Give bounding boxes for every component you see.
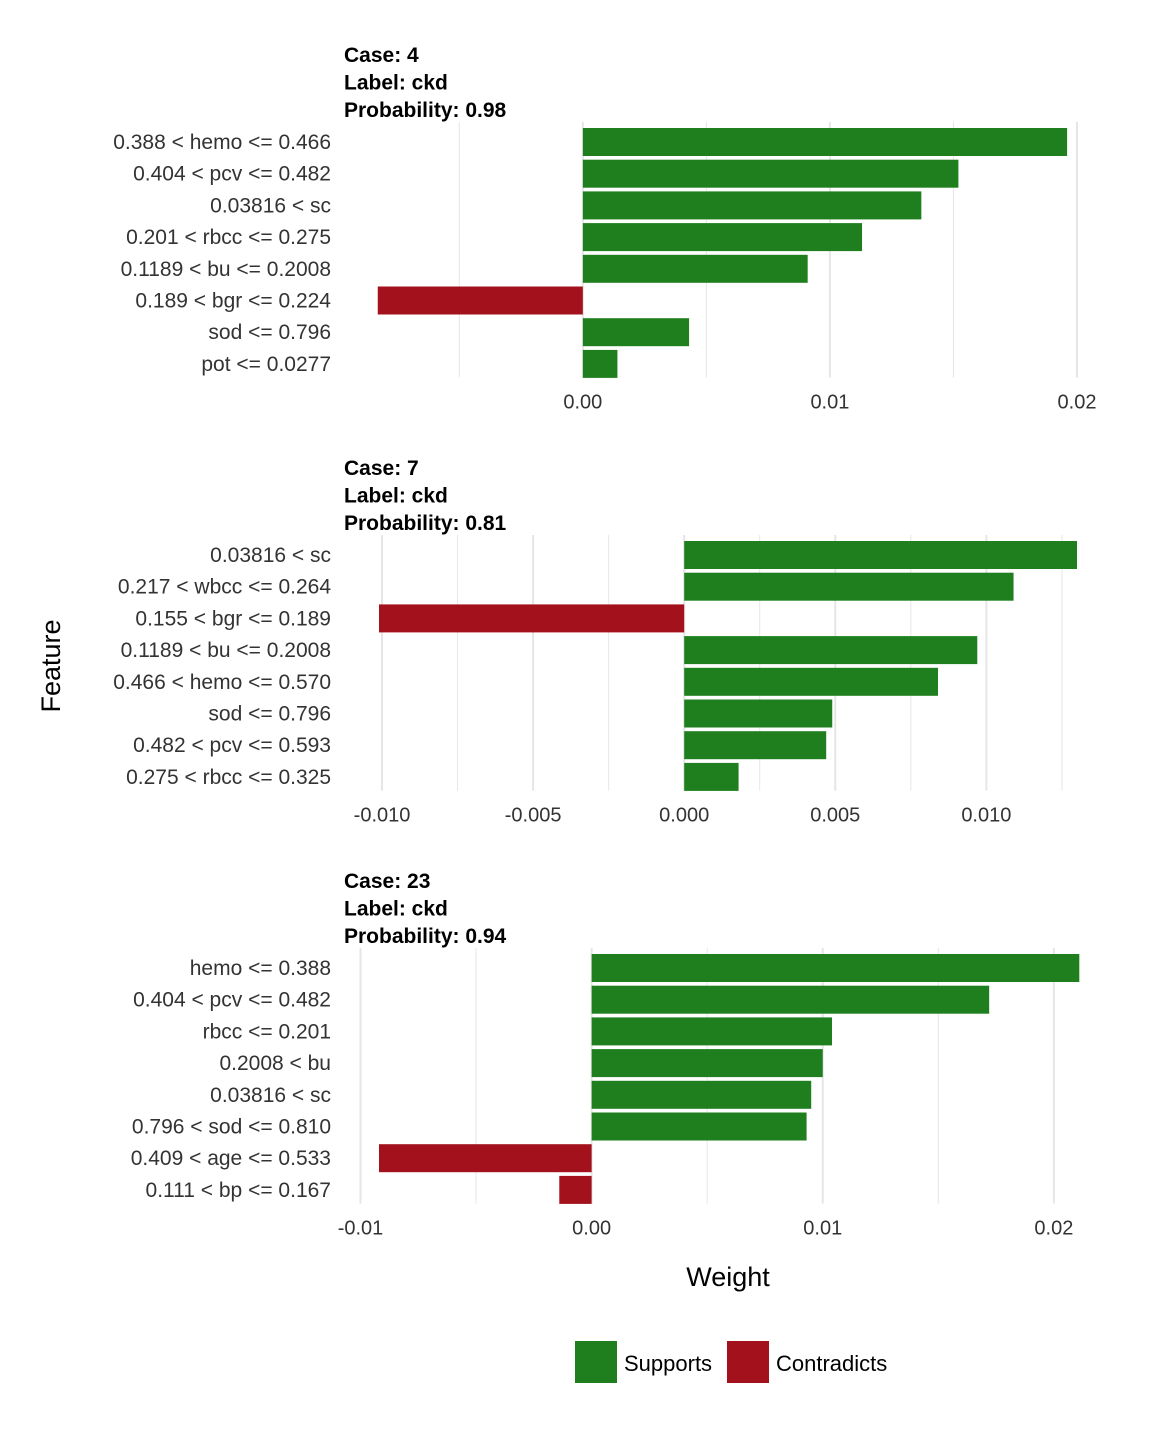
- bar: [559, 1175, 592, 1204]
- feature-label: sod <= 0.796: [208, 321, 331, 344]
- feature-label: 0.189 < bgr <= 0.224: [135, 290, 331, 313]
- bar: [591, 1080, 812, 1109]
- panel-title-line: Case: 23: [344, 870, 430, 893]
- bar: [591, 1049, 823, 1078]
- legend-swatch-supports: [575, 1341, 617, 1383]
- panel-title-line: Probability: 0.94: [344, 925, 507, 948]
- feature-label: hemo <= 0.388: [190, 957, 331, 980]
- panel-title-line: Case: 7: [344, 457, 419, 480]
- bar: [379, 1144, 592, 1173]
- feature-label: rbcc <= 0.201: [203, 1020, 331, 1043]
- bar: [591, 1017, 833, 1046]
- feature-label: sod <= 0.796: [208, 703, 331, 726]
- bar: [377, 286, 583, 315]
- feature-label: 0.03816 < sc: [210, 1084, 331, 1107]
- y-axis-title: Feature: [36, 619, 66, 712]
- panel-title-line: Probability: 0.81: [344, 512, 507, 535]
- bar: [582, 191, 922, 220]
- x-tick-label: 0.00: [563, 392, 602, 414]
- legend: Supports Contradicts: [575, 1341, 887, 1383]
- bar: [379, 604, 685, 633]
- bar: [684, 762, 739, 791]
- feature-label: 0.1189 < bu <= 0.2008: [121, 258, 331, 281]
- feature-label: 0.404 < pcv <= 0.482: [133, 989, 331, 1012]
- bar: [684, 541, 1077, 569]
- feature-label: 0.111 < bp <= 0.167: [146, 1179, 331, 1202]
- bar: [582, 318, 690, 347]
- panel-case-2: Case: 23 Label: ckd Probability: 0.94 hemo …: [131, 870, 1080, 1240]
- x-tick-label: 0.02: [1058, 392, 1097, 414]
- bar: [582, 128, 1068, 156]
- x-tick-label: -0.010: [354, 805, 411, 827]
- bar: [684, 636, 978, 665]
- bar: [582, 223, 863, 252]
- feature-label: 0.275 < rbcc <= 0.325: [126, 766, 331, 789]
- bar: [684, 572, 1014, 601]
- legend-label-contradicts: Contradicts: [776, 1351, 887, 1376]
- feature-label: pot <= 0.0277: [201, 353, 331, 376]
- feature-label: 0.2008 < bu: [219, 1052, 331, 1075]
- panel-title-line: Case: 4: [344, 44, 419, 67]
- feature-label: 0.03816 < sc: [210, 544, 331, 567]
- panel-title-line: Label: ckd: [344, 485, 448, 508]
- feature-label: 0.404 < pcv <= 0.482: [133, 163, 331, 186]
- x-tick-label: 0.000: [659, 805, 709, 827]
- feature-label: 0.201 < rbcc <= 0.275: [126, 226, 331, 249]
- panel-case-0: Case: 4 Label: ckd Probability: 0.98 0.388 …: [113, 44, 1096, 414]
- feature-label: 0.388 < hemo <= 0.466: [113, 131, 331, 154]
- bar: [684, 699, 833, 728]
- x-tick-label: 0.02: [1034, 1218, 1073, 1240]
- legend-swatch-contradicts: [727, 1341, 769, 1383]
- x-axis-title: Weight: [686, 1262, 770, 1292]
- panel-case-1: Case: 7 Label: ckd Probability: 0.81 0.0381…: [113, 457, 1077, 827]
- feature-label: 0.155 < bgr <= 0.189: [135, 607, 331, 630]
- x-tick-label: 0.01: [803, 1218, 842, 1240]
- feature-label: 0.482 < pcv <= 0.593: [133, 734, 331, 757]
- feature-label: 0.796 < sod <= 0.810: [132, 1116, 331, 1139]
- x-tick-label: 0.00: [572, 1218, 611, 1240]
- feature-label: 0.1189 < bu <= 0.2008: [121, 639, 331, 662]
- feature-label: 0.03816 < sc: [210, 194, 331, 217]
- bar: [684, 667, 939, 696]
- x-tick-label: -0.005: [505, 805, 562, 827]
- bar: [591, 1112, 807, 1141]
- bar: [582, 159, 959, 188]
- bar: [582, 254, 808, 283]
- feature-label: 0.217 < wbcc <= 0.264: [118, 576, 331, 599]
- bar: [591, 985, 990, 1014]
- feature-label: 0.466 < hemo <= 0.570: [113, 671, 331, 694]
- bar: [684, 731, 827, 760]
- bar: [582, 349, 618, 378]
- legend-label-supports: Supports: [624, 1351, 712, 1376]
- panel-title-line: Probability: 0.98: [344, 99, 507, 122]
- panel-title-line: Label: ckd: [344, 72, 448, 95]
- panel-title-line: Label: ckd: [344, 898, 448, 921]
- feature-label: 0.409 < age <= 0.533: [131, 1147, 331, 1170]
- x-tick-label: -0.01: [338, 1218, 384, 1240]
- x-tick-label: 0.005: [810, 805, 860, 827]
- x-tick-label: 0.01: [810, 392, 849, 414]
- panels: Case: 4 Label: ckd Probability: 0.98 0.388 …: [113, 44, 1096, 1240]
- bar: [591, 954, 1080, 982]
- x-tick-label: 0.010: [961, 805, 1011, 827]
